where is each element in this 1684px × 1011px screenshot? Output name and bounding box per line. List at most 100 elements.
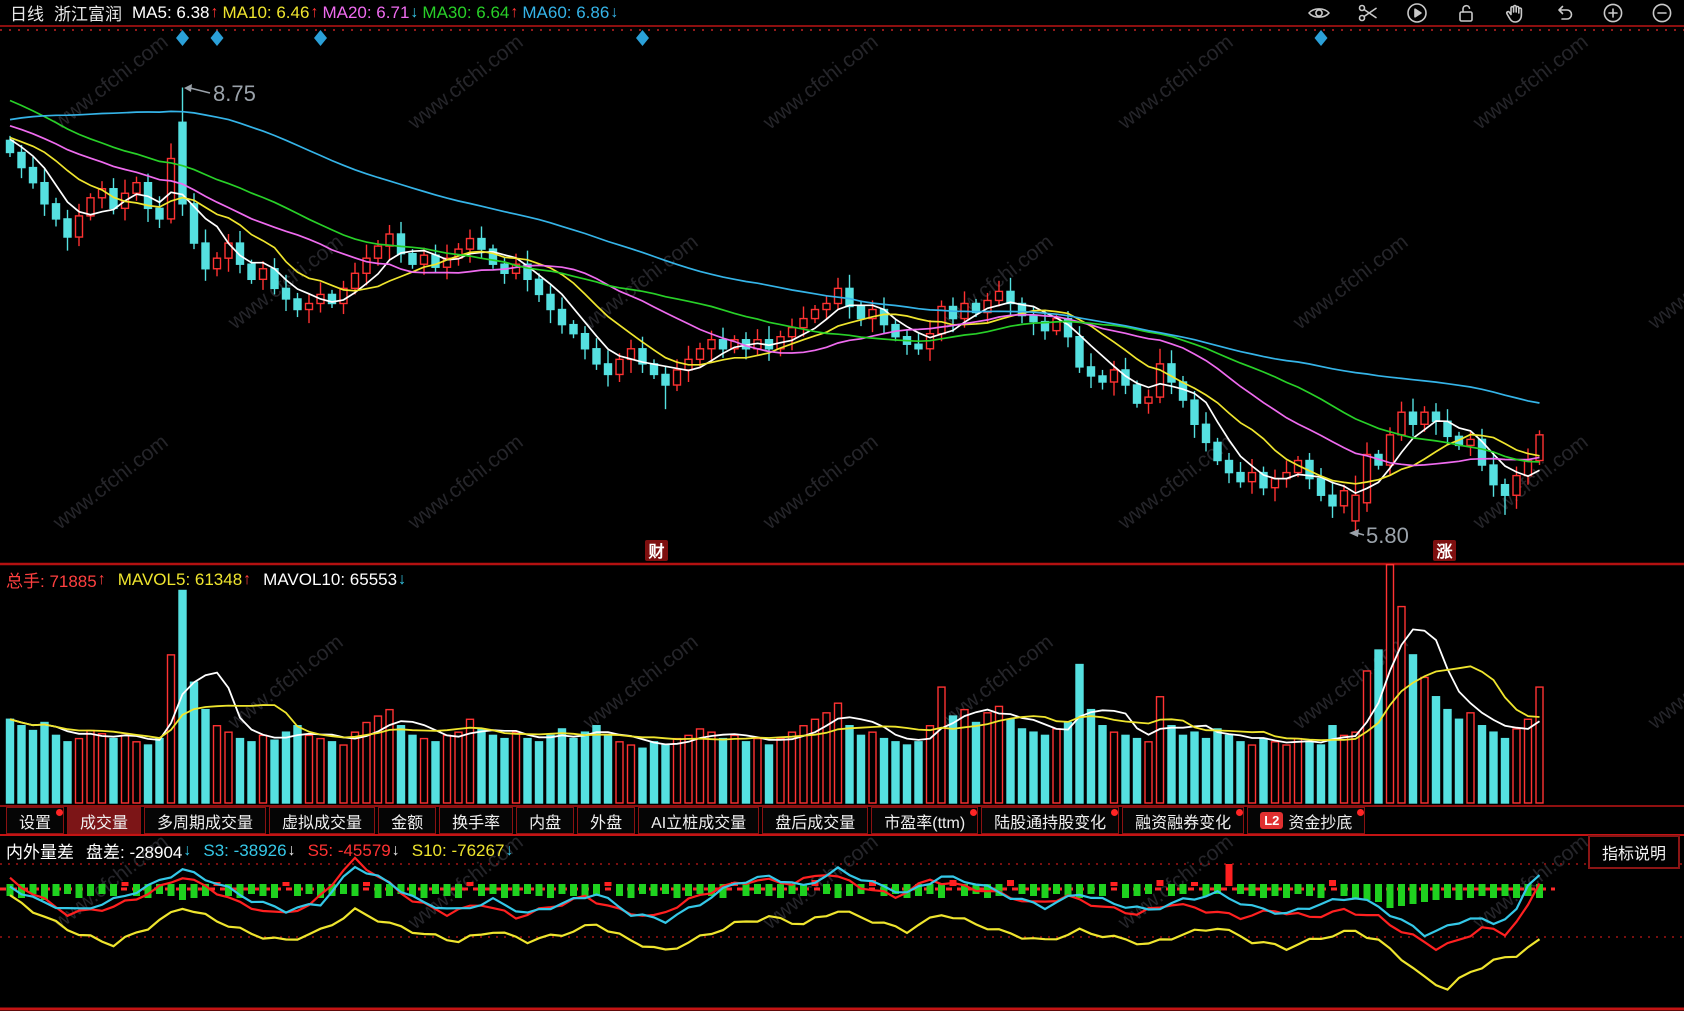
legend-item: S10: -76267 ↓ (411, 840, 514, 860)
s3-line (9, 865, 1541, 938)
legend-item: MA5: 6.38 ↑ (132, 2, 219, 22)
trend-arrow-icon: ↓ (183, 841, 192, 859)
hand-icon[interactable] (1503, 1, 1527, 25)
mavol10-line (9, 665, 1540, 742)
event-diamond-marker[interactable] (1314, 30, 1328, 46)
event-diamond-marker[interactable] (210, 30, 224, 46)
scissors-icon[interactable] (1356, 1, 1380, 25)
tab-虚拟成交量[interactable]: 虚拟成交量 (269, 807, 376, 834)
tab-label: 市盈率(ttm) (884, 814, 966, 832)
watermark: www.cfchi.com (48, 430, 172, 534)
l2-badge: L2 (1260, 812, 1284, 829)
indicator-name[interactable]: 内外量差 (6, 843, 74, 862)
legend-item: MAVOL5: 61348 ↑ (117, 569, 252, 589)
trend-arrow-icon: ↑ (243, 570, 252, 588)
notification-dot (1111, 809, 1119, 816)
tab-label: 虚拟成交量 (282, 814, 363, 832)
tab-金额[interactable]: 金额 (378, 807, 437, 834)
trend-arrow-icon: ↓ (505, 841, 514, 859)
tab-label: 设置 (19, 814, 52, 832)
svg-text:财: 财 (647, 542, 664, 561)
trend-arrow-icon: ↑ (210, 3, 219, 21)
trend-arrow-icon: ↓ (287, 841, 296, 859)
symbol-name[interactable]: 浙江富润 (54, 5, 122, 24)
watermark: www.cfchi.com (1643, 630, 1684, 734)
trend-arrow-icon: ↑ (310, 3, 319, 21)
watermark: www.cfchi.com (1643, 230, 1684, 334)
header-bar: 日线 浙江富润 MA5: 6.38 ↑ MA10: 6.46 ↑ MA20: 6.71 ↓… (0, 0, 1684, 27)
tab-换手率[interactable]: 换手率 (439, 807, 514, 834)
eye-icon[interactable] (1307, 1, 1331, 25)
tab-融资融券变化[interactable]: 融资融券变化 (1122, 807, 1245, 834)
watermark: www.cfchi.com (578, 630, 702, 734)
watermark: www.cfchi.com (1468, 30, 1592, 134)
event-diamond-marker[interactable] (314, 30, 327, 46)
notification-dot (1357, 809, 1365, 816)
tab-成交量[interactable]: 成交量 (67, 807, 142, 834)
event-diamond-marker[interactable] (636, 30, 649, 46)
tab-多周期成交量[interactable]: 多周期成交量 (144, 807, 267, 834)
lock-icon[interactable] (1454, 1, 1478, 25)
tab-资金抄底[interactable]: L2 资金抄底 (1247, 807, 1366, 834)
tab-label: 陆股通持股变化 (994, 814, 1107, 832)
trend-arrow-icon: ↓ (610, 3, 619, 21)
tab-label: 内盘 (529, 814, 562, 832)
watermark: www.cfchi.com (758, 430, 882, 534)
tab-设置[interactable]: 设置 (6, 807, 65, 834)
toolbar (1307, 1, 1674, 25)
notification-dot (56, 809, 64, 816)
watermark: www.cfchi.com (48, 30, 172, 134)
play-icon[interactable] (1405, 1, 1429, 25)
watermark: www.cfchi.com (758, 30, 882, 134)
tab-市盈率(ttm)[interactable]: 市盈率(ttm) (871, 807, 979, 834)
ma20-line (9, 124, 1540, 467)
ma-lines (9, 99, 1540, 495)
watermark: www.cfchi.com (403, 430, 527, 534)
tab-AI立桩成交量[interactable]: AI立桩成交量 (638, 807, 760, 834)
watermark: www.cfchi.com (1113, 30, 1237, 134)
undo-icon[interactable] (1552, 1, 1576, 25)
tab-label: 换手率 (452, 814, 501, 832)
tab-label: 融资融券变化 (1135, 814, 1232, 832)
legend-item: MA60: 6.86 ↓ (522, 2, 619, 22)
ma-legend: MA5: 6.38 ↑ MA10: 6.46 ↑ MA20: 6.71 ↓ MA30: 6.… (132, 3, 622, 23)
tab-label: 金额 (391, 814, 424, 832)
low-price-label: 5.80 (1366, 523, 1409, 548)
period-label[interactable]: 日线 (10, 5, 44, 24)
svg-text:涨: 涨 (1436, 543, 1452, 561)
tab-盘后成交量[interactable]: 盘后成交量 (762, 807, 869, 834)
volume-ma-lines (9, 628, 1541, 746)
legend-item: S3: -38926 ↓ (203, 840, 296, 860)
tab-内盘[interactable]: 内盘 (516, 807, 575, 834)
tab-label: 多周期成交量 (157, 814, 254, 832)
trend-arrow-icon: ↓ (410, 3, 419, 21)
tab-label: 盘后成交量 (775, 814, 856, 832)
trend-arrow-icon: ↑ (510, 3, 519, 21)
price-annotations: 8.75 5.80 (184, 81, 1409, 548)
trend-arrow-icon: ↓ (391, 841, 400, 859)
event-diamond-marker[interactable] (176, 30, 189, 46)
stamp-cai (645, 540, 668, 561)
indicator-help-button[interactable]: 指标说明 (1587, 835, 1680, 869)
s10-line (9, 894, 1541, 991)
tab-label: 成交量 (80, 814, 129, 832)
tab-陆股通持股变化[interactable]: 陆股通持股变化 (981, 807, 1120, 834)
tab-label: 资金抄底 (1288, 814, 1353, 832)
watermark: www.cfchi.com (403, 30, 527, 134)
ma5-line (9, 138, 1540, 495)
high-price-label: 8.75 (213, 81, 256, 106)
legend-item: 总手: 71885 ↑ (6, 570, 106, 592)
legend-item: 盘差: -28904 ↓ (86, 841, 192, 863)
watermark: www.cfchi.com (1113, 830, 1237, 934)
zoom-in-icon[interactable] (1601, 1, 1625, 25)
stamp-zhang (1433, 540, 1456, 561)
indicator-header: 内外量差 盘差: -28904 ↓ S3: -38926 ↓ S5: -45579 ↓ S10… (6, 838, 517, 863)
legend-item: MA30: 6.64 ↑ (422, 2, 519, 22)
tab-外盘[interactable]: 外盘 (577, 807, 636, 834)
event-markers (176, 30, 1328, 46)
zoom-out-icon[interactable] (1650, 1, 1674, 25)
trend-arrow-icon: ↑ (97, 570, 106, 588)
mavol5-line (9, 628, 1541, 746)
